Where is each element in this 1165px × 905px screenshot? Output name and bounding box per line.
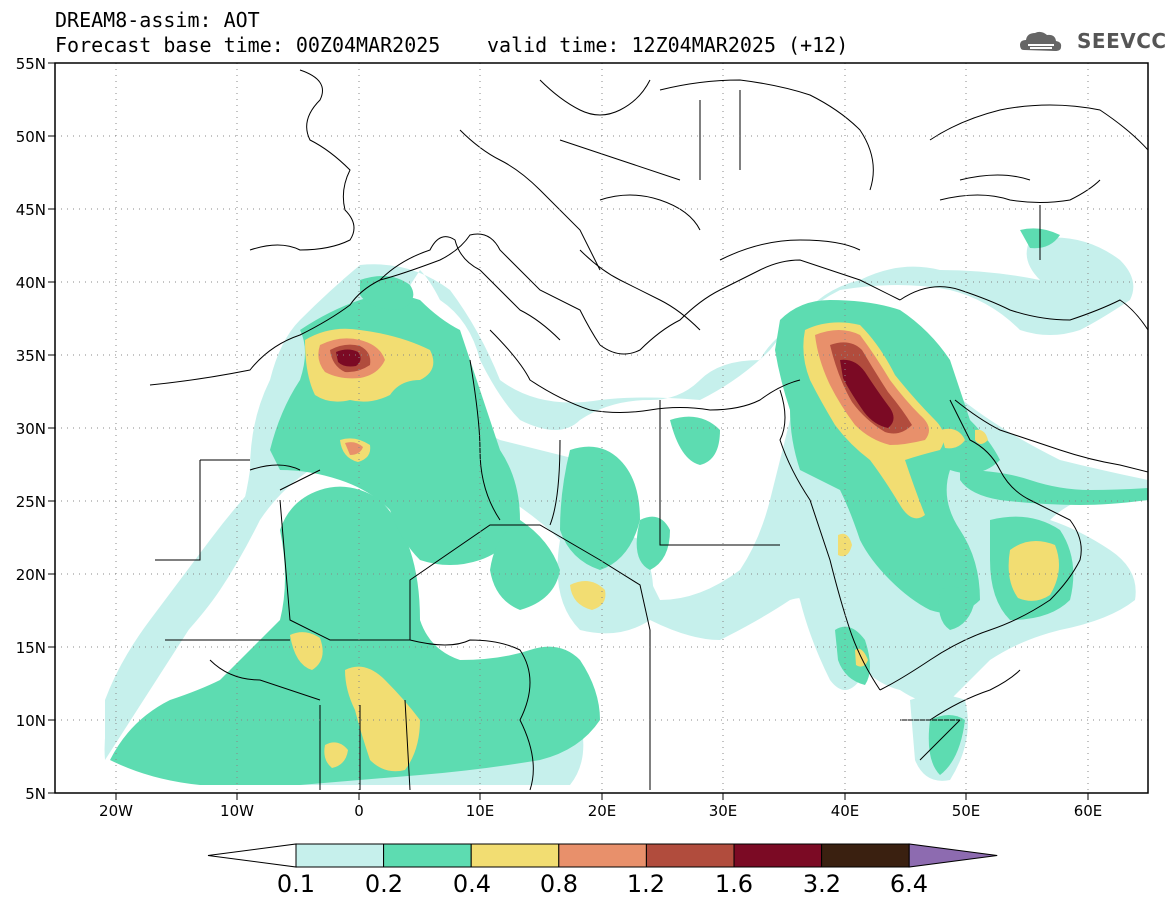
legend-swatch (558, 843, 647, 868)
legend-swatch (470, 843, 560, 868)
lon-tick-label: 20E (588, 802, 617, 820)
lat-tick-label: 5N (25, 785, 46, 803)
map-title: DREAM8-assim: AOT (55, 8, 260, 32)
aot-level-1-6 (336, 349, 894, 428)
lat-tick-label: 55N (16, 55, 46, 73)
legend-boxes (207, 843, 998, 868)
forecast-base-time: Forecast base time: 00Z04MAR2025 (55, 33, 441, 57)
lon-tick-label: 50E (952, 802, 981, 820)
legend-swatch (733, 843, 823, 868)
graticule (55, 63, 1148, 793)
legend-label: 0.2 (365, 870, 403, 898)
country-borders (149, 69, 1148, 791)
lat-tick-label: 10N (16, 712, 46, 730)
lat-tick-label: 45N (16, 201, 46, 219)
legend-label: 3.2 (803, 870, 841, 898)
legend-labels: 0.1 0.2 0.4 0.8 1.2 1.6 3.2 6.4 (277, 870, 928, 898)
lat-tick-label: 15N (16, 639, 46, 657)
latitude-labels: 55N 50N 45N 40N 35N 30N 25N 20N 15N 10N … (16, 55, 46, 803)
lat-tick-label: 30N (16, 420, 46, 438)
legend-label: 1.2 (627, 870, 665, 898)
lon-tick-label: 20W (99, 802, 133, 820)
lat-tick-label: 50N (16, 128, 46, 146)
lon-tick-label: 10W (220, 802, 254, 820)
lon-tick-label: 30E (709, 802, 738, 820)
legend-label: 6.4 (890, 870, 928, 898)
lat-tick-label: 40N (16, 274, 46, 292)
cloud-icon (1020, 31, 1062, 51)
logo-text: SEEVCCC (1077, 29, 1165, 53)
axis-ticks (48, 62, 1089, 800)
lat-tick-label: 20N (16, 566, 46, 584)
legend-label: 0.8 (540, 870, 578, 898)
lat-tick-label: 25N (16, 493, 46, 511)
aot-contours (104, 228, 1148, 785)
legend-arrow-low (207, 843, 297, 868)
legend-swatch (821, 843, 910, 868)
valid-time: valid time: 12Z04MAR2025 (+12) (487, 33, 849, 57)
legend-swatch (383, 843, 472, 868)
legend-label: 0.1 (277, 870, 315, 898)
lat-tick-label: 35N (16, 347, 46, 365)
legend-swatch (645, 843, 735, 868)
legend-label: 1.6 (715, 870, 753, 898)
lon-tick-label: 10E (466, 802, 495, 820)
legend-swatch (295, 843, 385, 868)
legend-label: 0.4 (453, 870, 491, 898)
longitude-labels: 20W 10W 0 10E 20E 30E 40E 50E 60E (99, 802, 1102, 820)
lon-tick-label: 60E (1074, 802, 1103, 820)
legend-arrow-high (908, 843, 998, 868)
lon-tick-label: 40E (831, 802, 860, 820)
lon-tick-label: 0 (354, 802, 364, 820)
